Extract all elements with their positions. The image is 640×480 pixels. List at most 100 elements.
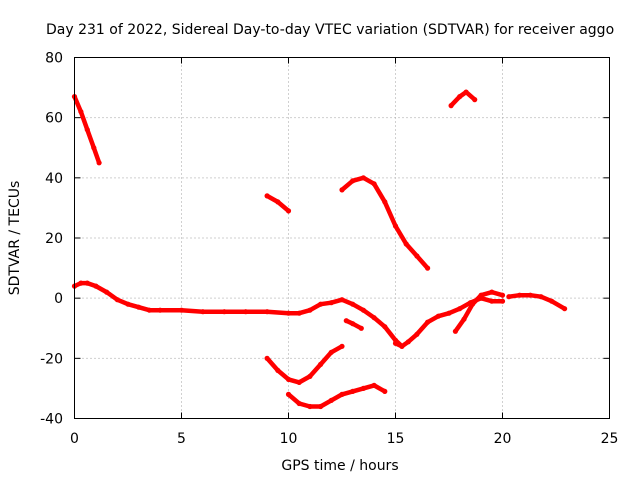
data-series-arc-5: [286, 383, 388, 409]
data-point: [136, 304, 142, 310]
data-point: [285, 208, 292, 214]
data-point: [318, 361, 324, 367]
data-point: [328, 349, 334, 355]
y-tick-label: 20: [45, 231, 63, 247]
data-point: [403, 241, 409, 247]
data-point: [392, 340, 399, 346]
data-point: [448, 103, 454, 109]
y-tick-label: 0: [54, 291, 63, 307]
data-point: [91, 145, 97, 151]
data-point: [350, 388, 356, 394]
data-point: [350, 178, 356, 184]
data-point: [296, 310, 302, 316]
ticks: [74, 57, 610, 419]
x-axis-label: GPS time / hours: [281, 458, 398, 474]
data-point: [157, 307, 163, 313]
data-point: [360, 307, 366, 313]
data-point: [318, 301, 324, 307]
data-point: [339, 297, 345, 303]
data-point: [264, 355, 270, 361]
data-point: [425, 265, 431, 271]
data-point: [452, 328, 458, 334]
data-point: [285, 376, 292, 382]
data-point: [275, 367, 281, 373]
data-point: [371, 181, 377, 187]
data-series-arc-11: [506, 292, 567, 311]
data-point: [382, 324, 388, 330]
y-tick-label: -20: [40, 351, 63, 367]
data-point: [414, 331, 420, 337]
data-point: [146, 307, 152, 313]
data-point: [382, 388, 388, 394]
data-point: [425, 319, 431, 325]
data-point: [405, 339, 411, 345]
data-point: [84, 280, 90, 286]
data-point: [499, 298, 506, 304]
data-point: [549, 298, 555, 304]
data-point: [382, 199, 388, 205]
data-point: [463, 89, 469, 95]
data-point: [328, 397, 334, 403]
data-point: [243, 309, 249, 315]
data-point: [499, 292, 506, 298]
data-point: [457, 94, 463, 100]
data-points: [71, 89, 568, 410]
data-point: [478, 292, 484, 298]
data-point: [78, 280, 84, 286]
data-point: [307, 307, 313, 313]
data-point: [285, 391, 292, 397]
data-point: [125, 301, 131, 307]
data-point: [506, 294, 512, 300]
data-point: [178, 307, 185, 313]
data-point: [527, 292, 533, 298]
data-point: [562, 306, 568, 312]
data-point: [472, 97, 478, 103]
x-tick-label: 20: [494, 431, 512, 447]
y-tick-label: -40: [40, 412, 63, 428]
data-point: [489, 298, 495, 304]
data-point: [200, 309, 206, 315]
data-point: [371, 382, 377, 388]
data-point: [360, 385, 366, 391]
data-point: [78, 109, 84, 115]
data-point: [307, 373, 313, 379]
data-point: [221, 309, 227, 315]
data-point: [446, 310, 452, 316]
data-point: [96, 160, 102, 166]
data-point: [350, 301, 356, 307]
data-point: [275, 199, 281, 205]
data-point: [399, 343, 405, 349]
data-point: [339, 343, 345, 349]
x-tick-label: 0: [70, 431, 79, 447]
x-tick-label: 15: [387, 431, 405, 447]
data-point: [414, 253, 420, 259]
data-point: [339, 187, 345, 193]
data-point: [285, 310, 292, 316]
data-point: [339, 391, 345, 397]
data-point: [318, 403, 324, 410]
y-axis-label: SDTVAR / TECUs: [7, 181, 23, 296]
x-tick-label: 5: [177, 431, 186, 447]
data-point: [360, 175, 366, 181]
data-point: [350, 321, 356, 327]
data-series-arc-9: [448, 89, 477, 108]
y-tick-label: 80: [45, 51, 63, 67]
y-tick-label: 40: [45, 171, 63, 187]
data-point: [457, 306, 463, 312]
data-point: [307, 403, 313, 410]
data-point: [358, 325, 364, 331]
data-point: [517, 292, 523, 298]
data-point: [392, 223, 399, 229]
data-point: [264, 309, 270, 315]
data-point: [114, 297, 120, 303]
x-tick-label: 10: [280, 431, 298, 447]
data-point: [461, 316, 467, 322]
data-point: [296, 400, 302, 407]
data-series-arc-8: [393, 295, 505, 349]
data-point: [93, 283, 99, 289]
grid: [74, 57, 610, 419]
data-point: [469, 301, 476, 307]
data-point: [371, 315, 377, 321]
chart-title: Day 231 of 2022, Sidereal Day-to-day VTE…: [46, 22, 614, 38]
